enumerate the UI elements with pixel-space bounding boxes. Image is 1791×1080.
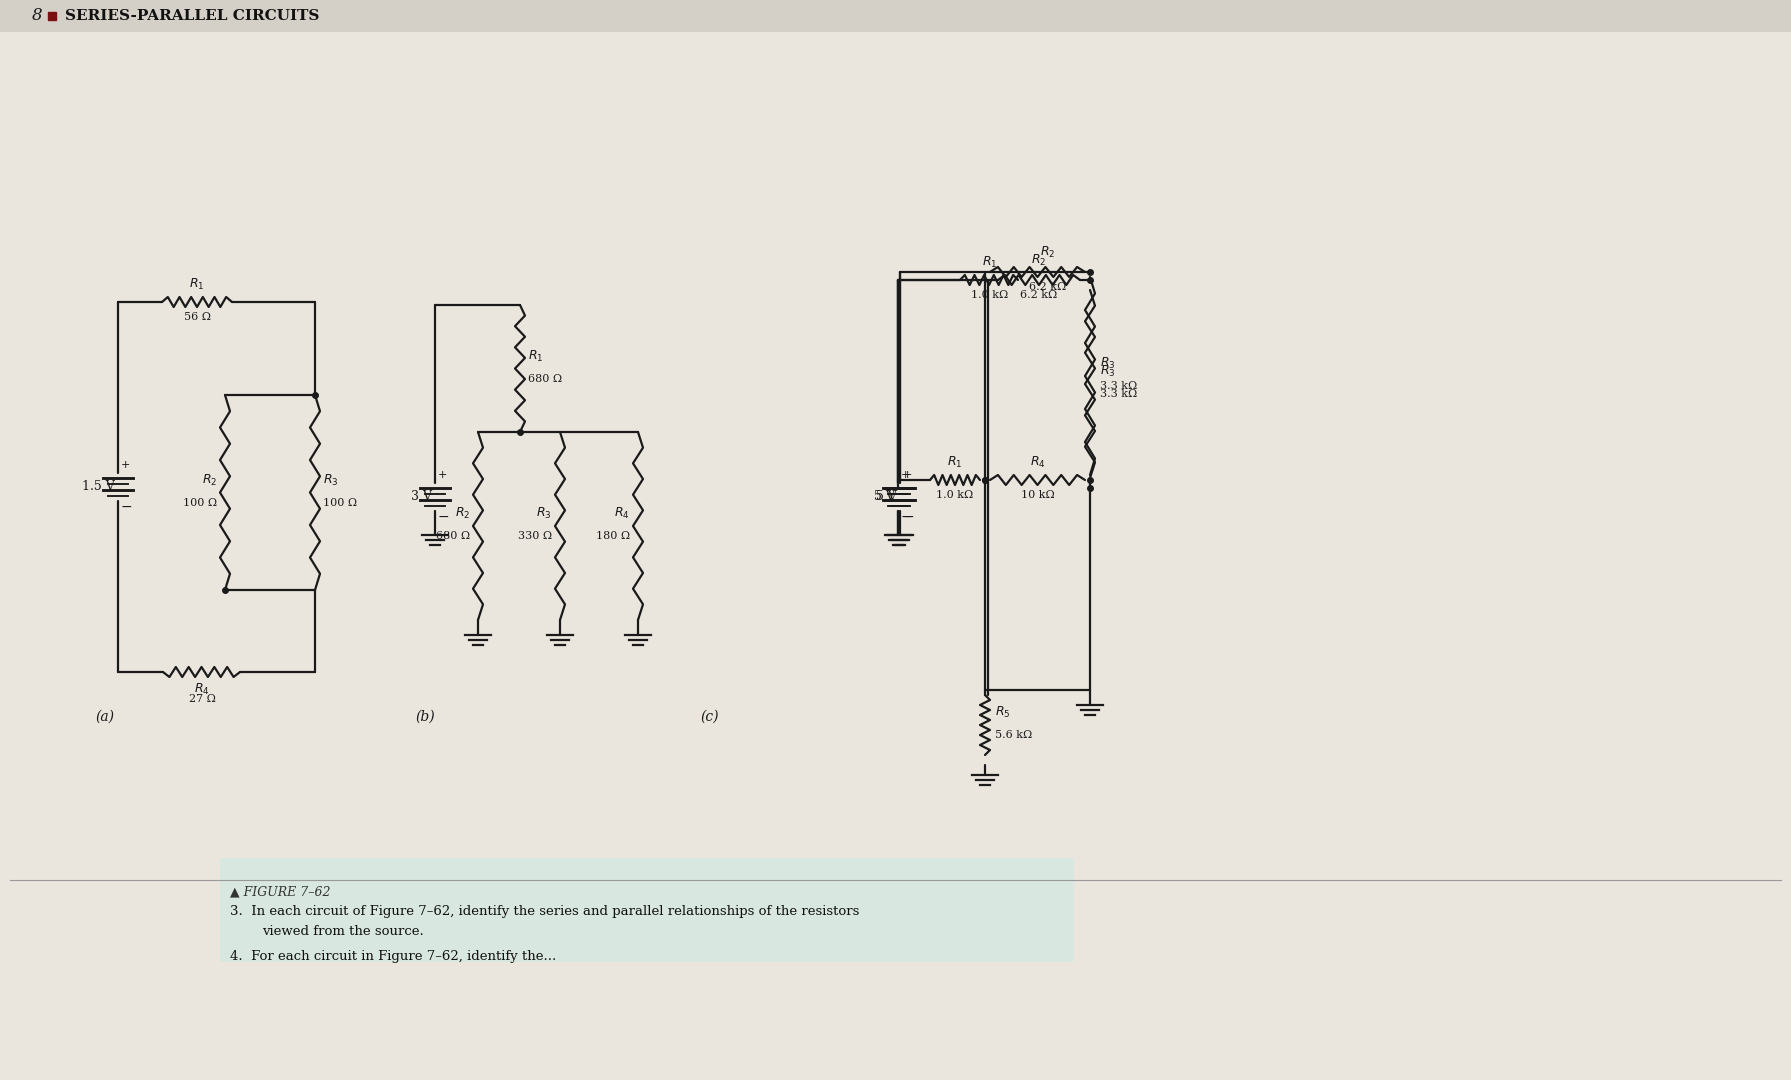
Text: +: + <box>122 460 131 470</box>
Text: 5 V: 5 V <box>874 490 896 503</box>
Text: 1.5 V: 1.5 V <box>82 481 115 494</box>
Text: −: − <box>122 500 133 514</box>
Text: 8: 8 <box>32 8 43 25</box>
Text: $R_5$: $R_5$ <box>996 705 1010 720</box>
Text: 3 V: 3 V <box>410 490 432 503</box>
Text: 680 Ω: 680 Ω <box>528 374 562 383</box>
Text: $R_1$: $R_1$ <box>528 349 543 364</box>
Text: $R_2$: $R_2$ <box>1041 245 1055 260</box>
Text: $R_3$: $R_3$ <box>322 472 338 487</box>
Text: +: + <box>439 470 448 480</box>
Text: $R_1$: $R_1$ <box>190 276 204 292</box>
Bar <box>0 0 1791 32</box>
Text: (b): (b) <box>416 710 435 724</box>
Text: viewed from the source.: viewed from the source. <box>261 924 424 939</box>
Text: (c): (c) <box>700 710 718 724</box>
Text: −: − <box>439 510 450 524</box>
Text: $R_4$: $R_4$ <box>193 681 210 697</box>
Text: $R_3$: $R_3$ <box>1100 356 1116 372</box>
Text: SERIES-PARALLEL CIRCUITS: SERIES-PARALLEL CIRCUITS <box>64 9 319 23</box>
Text: −: − <box>903 510 915 524</box>
Text: 10 kΩ: 10 kΩ <box>1021 490 1055 500</box>
Text: $R_4$: $R_4$ <box>614 505 630 521</box>
Text: 3.  In each circuit of Figure 7–62, identify the series and parallel relationshi: 3. In each circuit of Figure 7–62, ident… <box>229 905 860 918</box>
Text: 1.0 kΩ: 1.0 kΩ <box>971 291 1008 300</box>
Text: $R_1$: $R_1$ <box>981 255 998 270</box>
Text: 5 V: 5 V <box>876 490 897 503</box>
FancyBboxPatch shape <box>220 858 1075 962</box>
Text: 56 Ω: 56 Ω <box>183 312 211 322</box>
Text: $R_2$: $R_2$ <box>1032 253 1046 268</box>
Text: 5.6 kΩ: 5.6 kΩ <box>996 730 1032 740</box>
Text: 3.3 kΩ: 3.3 kΩ <box>1100 381 1137 391</box>
Text: $R_2$: $R_2$ <box>202 472 217 487</box>
Text: 3.3 kΩ: 3.3 kΩ <box>1100 389 1137 399</box>
Text: ▲ FIGURE 7–62: ▲ FIGURE 7–62 <box>229 885 331 897</box>
Text: 4.  For each circuit in Figure 7–62, identify the...: 4. For each circuit in Figure 7–62, iden… <box>229 950 557 963</box>
Text: $R_1$: $R_1$ <box>947 455 964 470</box>
Text: 27 Ω: 27 Ω <box>188 694 215 704</box>
Text: $R_3$: $R_3$ <box>537 505 552 521</box>
Text: 330 Ω: 330 Ω <box>518 531 552 541</box>
Text: 100 Ω: 100 Ω <box>322 498 356 508</box>
Text: −: − <box>901 510 913 524</box>
Text: 6.2 kΩ: 6.2 kΩ <box>1028 282 1066 292</box>
Text: 180 Ω: 180 Ω <box>596 531 630 541</box>
Text: 100 Ω: 100 Ω <box>183 498 217 508</box>
Text: 1.0 kΩ: 1.0 kΩ <box>937 490 974 500</box>
Text: (a): (a) <box>95 710 115 724</box>
Text: 680 Ω: 680 Ω <box>435 531 469 541</box>
Text: +: + <box>901 470 910 480</box>
Text: $R_2$: $R_2$ <box>455 505 469 521</box>
Text: $R_4$: $R_4$ <box>1030 455 1046 470</box>
Text: $R_3$: $R_3$ <box>1100 364 1116 379</box>
Text: 6.2 kΩ: 6.2 kΩ <box>1021 291 1058 300</box>
Text: +: + <box>903 470 912 480</box>
